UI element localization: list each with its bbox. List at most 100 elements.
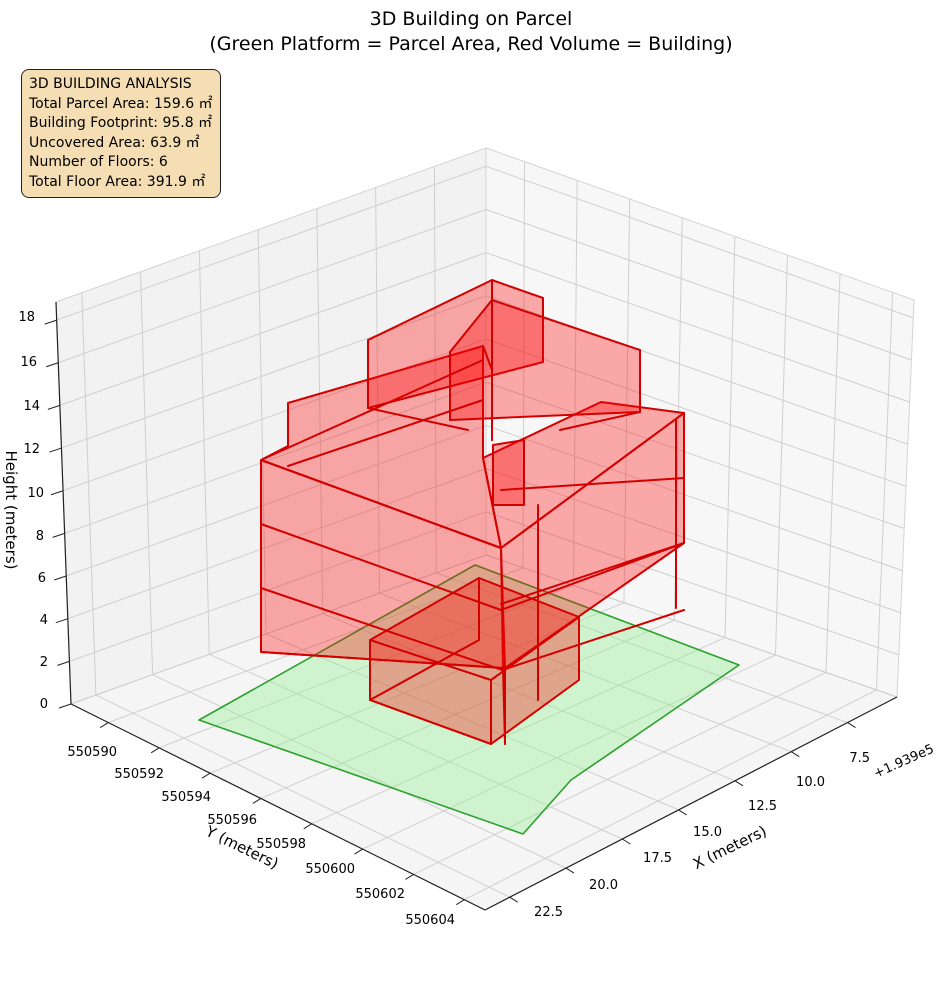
y-grid-line xyxy=(774,255,788,656)
x-tick-label: 15.0 xyxy=(693,825,722,840)
y-tick-mark xyxy=(99,722,109,728)
x-grid-line xyxy=(81,292,97,696)
y-grid-line xyxy=(464,689,877,901)
x-tick-mark xyxy=(509,896,518,903)
annotation-line: Total Parcel Area: 159.6 ㎡ xyxy=(29,95,213,112)
building-face xyxy=(492,439,525,506)
y-tick-labels: 550590 550592 550594 550596 550598 55060… xyxy=(67,745,455,928)
x-tick-mark xyxy=(847,722,856,728)
y-grid-line xyxy=(158,584,574,749)
x-grid-line xyxy=(265,633,679,811)
z-grid-line xyxy=(58,209,487,364)
annotation-line: Building Footprint: 95.8 ㎡ xyxy=(29,115,213,131)
x-grid-line xyxy=(257,229,267,634)
y-grid-line xyxy=(311,637,726,825)
z-tick-label: 8 xyxy=(36,529,44,544)
x-axis-line xyxy=(484,696,898,911)
z-tick-label: 4 xyxy=(40,613,48,628)
annotation-line: Number of Floors: 6 xyxy=(29,154,168,170)
annotation-line: Uncovered Area: 63.9 ㎡ xyxy=(29,134,200,151)
z-grid-line xyxy=(485,424,903,572)
y-grid-line xyxy=(875,292,894,690)
building-analysis-annotation: 3D BUILDING ANALYSIS Total Parcel Area: … xyxy=(21,69,221,198)
z-tick-mark xyxy=(54,575,67,581)
z-grid-line xyxy=(485,295,908,445)
z-grid-line xyxy=(485,252,910,403)
base-edge xyxy=(369,577,480,701)
x-grid-line xyxy=(322,613,736,782)
y-tick-mark xyxy=(303,823,312,830)
z-axis-line xyxy=(55,301,72,705)
z-tick-mark xyxy=(58,703,72,709)
z-grid-line xyxy=(69,511,487,662)
roof-edge xyxy=(367,339,469,431)
z-grid-line xyxy=(485,165,914,319)
z-tick-label: 16 xyxy=(20,355,37,370)
x-grid-line xyxy=(209,653,623,840)
x-tick-mark xyxy=(622,838,631,845)
z-grid-line xyxy=(485,468,901,614)
y-tick-mark xyxy=(354,848,363,855)
z-axis-label: Height (meters) xyxy=(2,451,20,570)
floor-line xyxy=(260,587,685,672)
z-tick-mark xyxy=(49,447,62,453)
z-grid-line xyxy=(485,554,898,698)
z-grid-line xyxy=(485,209,912,361)
y-tick-label: 550598 xyxy=(256,837,306,852)
base-edge xyxy=(260,651,506,745)
z-grid-line xyxy=(56,165,487,321)
x-grid-line xyxy=(140,271,154,675)
y-grid-line xyxy=(623,199,631,603)
building-face xyxy=(482,401,685,549)
z-tick-label: 14 xyxy=(23,399,40,414)
building-edges xyxy=(260,279,685,745)
z-grid-line xyxy=(66,424,487,577)
z-tick-mark xyxy=(57,660,70,666)
z-tick-label: 18 xyxy=(18,310,35,325)
chart-title: 3D Building on Parcel xyxy=(370,8,573,30)
y-tick-label: 550594 xyxy=(161,790,211,805)
y-tick-mark xyxy=(252,798,262,804)
y-grid-line xyxy=(825,273,841,673)
floor-line xyxy=(500,477,685,491)
x-grid-line xyxy=(436,572,848,724)
z-tick-mark xyxy=(47,404,61,410)
axis-panes xyxy=(55,147,915,911)
roof-edge xyxy=(482,345,493,441)
roof-edge xyxy=(559,349,641,431)
parcel-platform xyxy=(198,564,740,835)
x-tick-mark xyxy=(734,780,744,787)
annotation-line: Total Floor Area: 391.9 ㎡ xyxy=(29,173,206,190)
z-grid-line xyxy=(485,381,905,529)
x-tick-label: 7.5 xyxy=(849,751,870,766)
floor-line xyxy=(260,523,685,612)
z-tick-label: 6 xyxy=(38,571,46,586)
z-tick-mark xyxy=(44,319,57,325)
z-grid-line xyxy=(61,295,487,449)
z-tick-mark xyxy=(50,490,64,496)
x-offset-label: +1.939e5 xyxy=(872,742,937,782)
x-tick-label: 17.5 xyxy=(643,851,672,866)
x-tick-label: 10.0 xyxy=(796,775,825,790)
x-tick-label: 20.0 xyxy=(589,878,618,893)
z-grid-line xyxy=(62,338,487,492)
annotation-heading: 3D BUILDING ANALYSIS xyxy=(29,76,192,92)
z-tick-mark xyxy=(55,618,68,624)
chart-subtitle: (Green Platform = Parcel Area, Red Volum… xyxy=(209,33,732,55)
z-grid-line xyxy=(485,511,899,656)
base-edge xyxy=(369,616,580,682)
building-scene xyxy=(198,279,740,835)
x-tick-label: 12.5 xyxy=(748,799,777,814)
y-grid-line xyxy=(260,619,675,799)
y-tick-label: 550592 xyxy=(114,767,164,782)
x-grid-line xyxy=(95,694,510,898)
x-grid-line xyxy=(375,187,380,594)
y-grid-line xyxy=(209,602,625,774)
x-grid-line xyxy=(433,166,437,573)
z-tick-label: 0 xyxy=(40,697,48,712)
floor-line xyxy=(260,359,484,461)
z-grid-line xyxy=(67,468,487,620)
y-axis-line xyxy=(70,703,486,911)
x-tick-mark xyxy=(565,867,575,874)
